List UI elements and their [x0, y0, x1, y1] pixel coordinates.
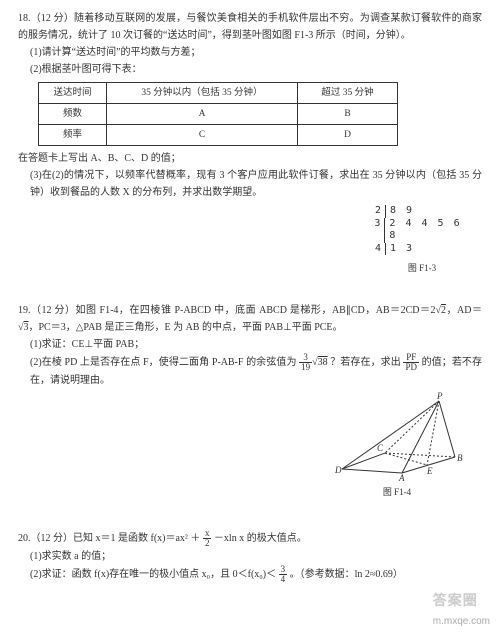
sl-row: 3 2 4 4 5 6 8 — [372, 218, 472, 243]
p20-q2: (2)求证：函数 f(x)存在唯一的极小值点 x₀，且 0＜f(x₀)＜ 34 … — [18, 565, 482, 584]
table-row: 频数 A B — [39, 104, 398, 125]
svg-text:C: C — [377, 443, 384, 453]
svg-text:P: P — [436, 391, 443, 401]
cell: 频率 — [39, 125, 107, 146]
sl-stem: 2 — [372, 205, 386, 218]
p19-head: 19.（12 分）如图 F1-4，在四棱锥 P-ABCD 中，底面 ABCD 是… — [18, 302, 482, 336]
watermark: 答案圈 m.mxqe.com — [433, 589, 490, 630]
problem-19: 19.（12 分）如图 F1-4，在四棱锥 P-ABCD 中，底面 ABCD 是… — [18, 302, 482, 506]
p18-q2: (2)根据茎叶图可得下表： — [18, 61, 482, 78]
p20-head: 20.（12 分）已知 x＝1 是函数 f(x)＝ax² ＋ x2 －xln x… — [18, 529, 482, 548]
svg-text:A: A — [398, 473, 405, 481]
sl-stem: 3 — [372, 218, 385, 243]
sl-row: 2 8 9 — [372, 205, 472, 218]
p19-q1: (1)求证：CE⊥平面 PAB； — [18, 336, 482, 353]
cell: 频数 — [39, 104, 107, 125]
p18-after-table: 在答题卡上写出 A、B、C、D 的值； — [18, 150, 482, 167]
p18-q1: (1)请计算“送达时间”的平均数与方差； — [18, 44, 482, 61]
cell: A — [107, 104, 298, 125]
watermark-url: m.mxqe.com — [433, 613, 490, 630]
stem-leaf-plot: 2 8 9 3 2 4 4 5 6 8 4 1 3 图 F1-3 — [372, 205, 472, 276]
fraction: PFPD — [403, 353, 419, 372]
sl-row: 4 1 3 — [372, 243, 472, 256]
frequency-table: 送达时间 35 分钟以内（包括 35 分钟） 超过 35 分钟 频数 A B 频… — [38, 82, 398, 146]
fraction: x2 — [203, 529, 212, 548]
sl-leaves: 1 3 — [386, 243, 414, 256]
p20-q1: (1)求实数 a 的值； — [18, 548, 482, 565]
problem-18: 18.（12 分）随着移动互联网的发展，与餐饮美食相关的手机软件层出不穷。为调查… — [18, 10, 482, 280]
sl-leaves: 2 4 4 5 6 8 — [385, 218, 472, 243]
watermark-title: 答案圈 — [433, 589, 490, 613]
table-row: 送达时间 35 分钟以内（包括 35 分钟） 超过 35 分钟 — [39, 83, 398, 104]
pyramid-figure: P A B C D E 图 F1-4 — [322, 391, 472, 500]
cell: 送达时间 — [39, 83, 107, 104]
sl-stem: 4 — [372, 243, 386, 256]
cell: 超过 35 分钟 — [298, 83, 398, 104]
p19-q2: (2)在棱 PD 上是否存在点 F，使得二面角 P-AB-F 的余弦值为 319… — [18, 353, 482, 389]
problem-20: 20.（12 分）已知 x＝1 是函数 f(x)＝ax² ＋ x2 －xln x… — [18, 529, 482, 584]
figure-caption: 图 F1-4 — [322, 485, 472, 500]
figure-caption: 图 F1-3 — [372, 261, 472, 276]
svg-text:E: E — [426, 466, 433, 476]
cell: C — [107, 125, 298, 146]
sl-leaves: 8 9 — [386, 205, 414, 218]
svg-text:D: D — [334, 465, 342, 475]
p18-q3: (3)在(2)的情况下，以频率代替概率，现有 3 个客户应用此软件订餐，求出在 … — [18, 167, 482, 201]
cell: D — [298, 125, 398, 146]
p18-head: 18.（12 分）随着移动互联网的发展，与餐饮美食相关的手机软件层出不穷。为调查… — [18, 10, 482, 44]
pyramid-svg: P A B C D E — [327, 391, 467, 481]
fraction: 34 — [279, 565, 288, 584]
svg-text:B: B — [457, 453, 463, 463]
cell: B — [298, 104, 398, 125]
fraction: 319 — [299, 353, 312, 372]
table-row: 频率 C D — [39, 125, 398, 146]
cell: 35 分钟以内（包括 35 分钟） — [107, 83, 298, 104]
